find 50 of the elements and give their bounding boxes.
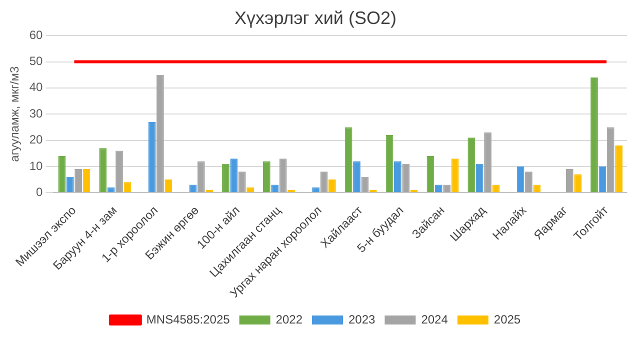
bar bbox=[598, 166, 606, 192]
bar bbox=[99, 148, 107, 192]
bar bbox=[606, 127, 614, 192]
legend-label: 2022 bbox=[276, 312, 303, 326]
bar bbox=[516, 166, 524, 192]
bar bbox=[361, 176, 369, 192]
y-tick-label: 0 bbox=[36, 184, 44, 199]
bar bbox=[525, 172, 532, 192]
bar bbox=[484, 132, 492, 192]
legend-label: 2023 bbox=[348, 312, 376, 326]
legend-label: 2024 bbox=[421, 312, 448, 326]
bar bbox=[394, 161, 402, 192]
bar bbox=[279, 158, 287, 192]
bar bbox=[615, 146, 622, 192]
bar bbox=[353, 161, 360, 192]
bar bbox=[590, 77, 598, 192]
legend-label: 2025 bbox=[494, 312, 521, 326]
bar bbox=[344, 127, 352, 192]
bar bbox=[238, 172, 246, 192]
bar bbox=[197, 161, 205, 192]
bar bbox=[468, 138, 476, 192]
bar bbox=[222, 164, 230, 192]
bar bbox=[574, 174, 582, 192]
bar bbox=[426, 156, 434, 192]
y-tick-label: 20 bbox=[29, 132, 44, 147]
bar bbox=[58, 156, 66, 192]
bar bbox=[476, 164, 484, 192]
bar bbox=[451, 158, 459, 192]
bar bbox=[148, 122, 156, 192]
bar bbox=[262, 161, 270, 192]
y-tick-label: 30 bbox=[29, 106, 44, 120]
bar bbox=[402, 164, 410, 192]
bar bbox=[320, 172, 328, 192]
y-tick-label: 60 bbox=[29, 28, 44, 42]
y-tick-label: 10 bbox=[29, 158, 44, 173]
bar bbox=[230, 158, 238, 192]
y-tick-label: 40 bbox=[29, 80, 44, 94]
bar bbox=[328, 180, 336, 192]
bar bbox=[156, 74, 164, 192]
bar bbox=[74, 169, 82, 192]
chart-title: Хүхэрлэг хий (SO2) bbox=[234, 8, 396, 28]
y-axis-title: агууламж, мкг/м3 bbox=[8, 66, 22, 162]
bar bbox=[566, 169, 574, 192]
y-tick-label: 50 bbox=[29, 54, 44, 68]
bar bbox=[116, 150, 123, 192]
bar bbox=[82, 169, 90, 192]
bar bbox=[164, 180, 172, 192]
bar bbox=[386, 135, 394, 192]
legend-label: MNS4585:2025 bbox=[146, 312, 230, 326]
bar bbox=[66, 176, 74, 192]
